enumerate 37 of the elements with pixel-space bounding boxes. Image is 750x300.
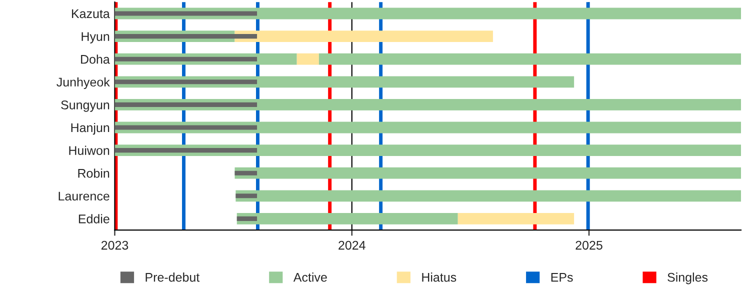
bar [236, 216, 258, 221]
y-tick-label: Huiwon [69, 146, 110, 155]
legend-label: EPs [551, 273, 573, 282]
bar [114, 99, 741, 110]
x-tick-label: 2024 [338, 240, 366, 250]
y-tick-label: Hyun [82, 32, 110, 44]
legend-label: Singles [668, 272, 708, 284]
bar [318, 53, 741, 65]
bar [114, 148, 258, 153]
bar [114, 125, 258, 130]
bar [114, 34, 258, 39]
bar [234, 170, 258, 176]
x-tick-label: 2023 [101, 240, 128, 250]
bar [114, 80, 258, 84]
bar [234, 167, 741, 179]
y-tick-label: Hanjun [71, 122, 110, 135]
bar [236, 190, 741, 202]
bar [236, 213, 458, 224]
bar [236, 194, 258, 198]
y-tick-label: Junhyeok [56, 77, 110, 90]
bar [114, 11, 258, 16]
bar [114, 56, 258, 62]
bar [114, 102, 258, 107]
legend-label: Pre-debut [146, 272, 200, 282]
bar [296, 53, 319, 65]
bar [234, 30, 493, 42]
y-tick-label: Sungyun [61, 100, 110, 112]
y-tick-label: Kazuta [72, 9, 110, 18]
y-tick-label: Robin [78, 168, 110, 178]
bar [114, 144, 741, 156]
bar [458, 213, 574, 224]
y-tick-label: Eddie [78, 214, 110, 224]
y-tick-label: Doha [81, 54, 110, 64]
x-tick-label: 2025 [576, 240, 602, 250]
legend-label: Hiatus [422, 272, 456, 282]
y-tick-label: Laurence [58, 192, 110, 201]
legend-label: Active [293, 272, 327, 282]
